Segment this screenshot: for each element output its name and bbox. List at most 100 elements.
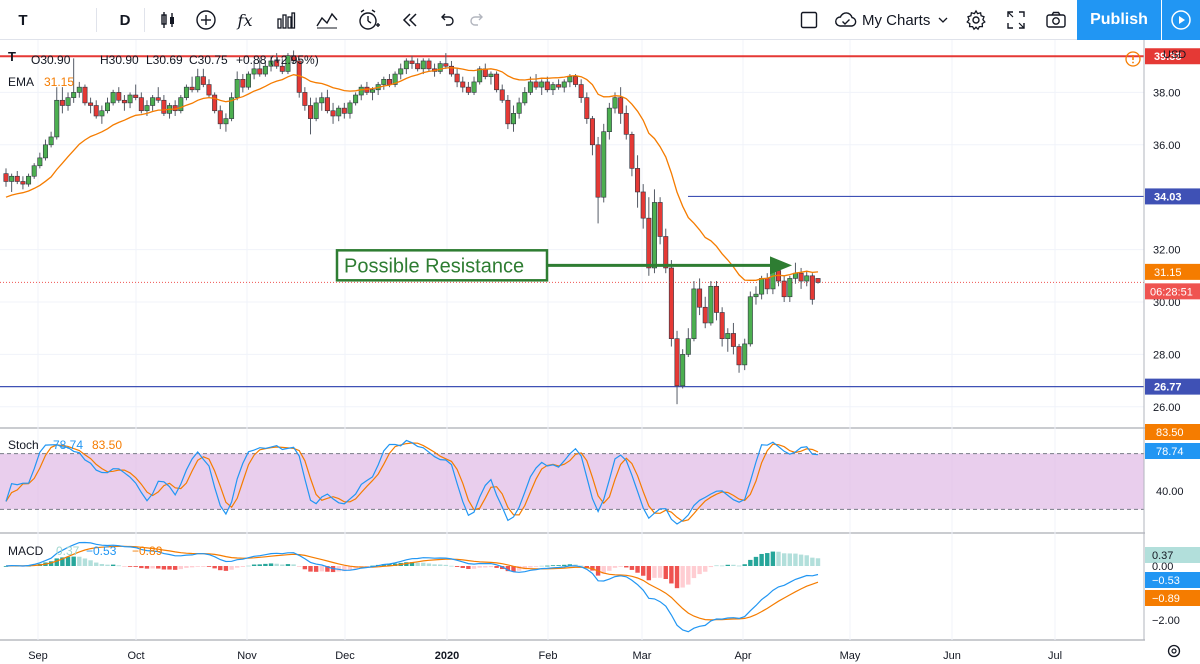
replay-rewind-icon[interactable] [396,4,424,36]
candle-body [291,55,297,62]
macd-histogram-bar [206,566,212,567]
macd-histogram-bar [342,566,347,572]
layout-square-icon[interactable] [796,4,822,36]
candle-body [595,144,601,198]
candle-body [234,79,240,98]
macd-histogram-bar [415,562,420,566]
candle-body [245,73,251,88]
candle-body [195,76,201,91]
candle-body [183,86,189,98]
time-tick-label: Sep [28,650,48,662]
candle-body [386,79,392,85]
candle-body [223,118,229,125]
macd-histogram-bar [116,565,121,567]
annotation-box[interactable] [335,249,549,282]
stoch-value-tag [1145,424,1200,440]
candle-body [556,84,562,88]
candle-body [471,81,477,93]
ema-legend-value: 31.15 [44,75,74,89]
level-price-label: 26.77 [1154,382,1182,394]
warning-icon[interactable] [1125,51,1141,67]
fullscreen-icon[interactable] [1002,4,1030,36]
macd-histogram-bar [449,565,454,567]
candle-body [719,312,725,339]
my-charts-button[interactable]: My Charts [834,4,960,36]
macd-histogram-bar [714,565,719,567]
price-tick-label: 26.00 [1153,402,1181,414]
candle-body [539,81,545,88]
macd-histogram-bar [65,556,71,566]
macd-histogram-bar [652,566,657,578]
macd-histogram-bar [325,566,330,572]
candle-body [561,81,567,88]
candle-body [618,97,624,114]
candle-body [358,86,364,96]
macd-histogram-bar [3,566,9,567]
candles-style-icon[interactable] [154,4,182,36]
candle-body [279,65,285,72]
candle-body [48,136,54,146]
legend-symbol: T [8,49,16,64]
macd-histogram-bar [533,566,539,567]
stoch-k-value: 78.74 [53,438,83,452]
macd-histogram-bar [133,566,138,567]
macd-histogram-bar [466,566,471,569]
macd-histogram-bar [426,563,432,566]
macd-histogram-bar [105,564,110,566]
play-icon[interactable] [1161,0,1200,40]
candle-body [409,60,415,64]
macd-histogram-bar [686,566,691,585]
macd-histogram-bar [494,566,499,568]
macd-histogram-bar [770,551,776,566]
macd-histogram-bar [477,566,482,568]
macd-histogram-bar [195,566,200,567]
macd-histogram-bar [437,564,443,566]
candle-body [691,288,697,339]
stoch-band [0,453,1144,510]
candle-body [499,89,505,101]
redo-icon[interactable] [464,4,490,36]
compare-lines-icon[interactable] [312,4,342,36]
macd-signal-line [5,545,819,621]
compare-plus-icon[interactable] [192,4,220,36]
stoch-value-tag [1145,443,1200,459]
macd-histogram-bar [246,565,251,567]
candle-body [725,333,731,339]
candle-body [697,288,703,308]
candle-body [206,84,212,96]
gear-icon-small[interactable] [1167,644,1181,658]
interval-button[interactable]: D [119,11,131,29]
currency-label: USD [1163,49,1186,61]
macd-histogram-bar [748,559,753,566]
macd-histogram-bar [432,564,437,566]
price-tick-label: 30.00 [1153,297,1181,309]
candle-body [494,73,500,91]
settings-gear-icon[interactable] [962,4,990,36]
macd-histogram-bar [308,566,313,572]
macd-histogram-bar [184,566,189,568]
macd-histogram-bar [793,553,798,566]
camera-snapshot-icon[interactable] [1042,4,1070,36]
macd-histogram-bar [522,566,527,570]
candle-body [488,73,494,77]
macd-histogram-bar [302,566,308,570]
macd-histogram-bar [319,566,324,572]
candle-body [742,343,748,366]
alert-clock-icon[interactable] [354,4,384,36]
macd-histogram-bar [697,566,702,575]
macd-histogram-bar [781,553,787,566]
indicators-fx-icon[interactable]: fx [237,10,253,30]
macd-histogram-bar [139,566,144,569]
macd-histogram-bar [742,564,747,566]
symbol-search-button[interactable]: T [18,11,28,29]
candle-body [116,92,122,101]
chart-area[interactable]: Possible Resistance 38.00 36.00 32.00 30.00… [0,40,1200,664]
candle-body [240,79,246,88]
undo-icon[interactable] [434,4,460,36]
macd-histogram-bar [189,566,195,568]
macd-value-tag [1145,572,1200,588]
publish-button[interactable]: Publish [1077,0,1161,40]
candle-body [330,110,336,117]
macd-histogram-bar [370,565,375,567]
templates-bars-icon[interactable] [272,4,300,36]
